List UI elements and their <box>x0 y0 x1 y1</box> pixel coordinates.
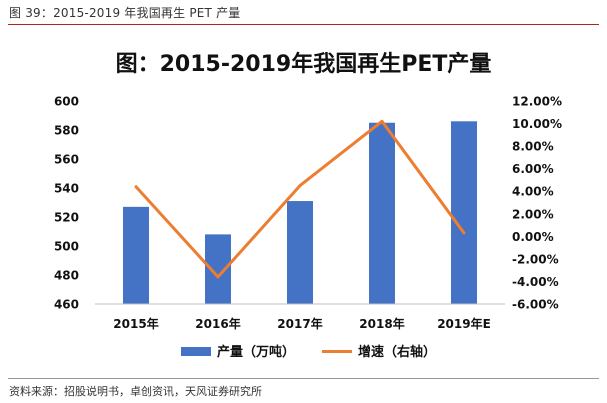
bar-3 <box>369 122 395 304</box>
legend-line-label: 增速（右轴） <box>358 344 436 360</box>
left-tick-label: 500 <box>54 240 79 254</box>
left-tick-label: 560 <box>54 153 79 167</box>
legend: 产量（万吨） 增速（右轴） <box>181 344 436 360</box>
x-tick-label: 2015年 <box>113 316 158 331</box>
right-tick-label: 2.00% <box>512 207 554 221</box>
source-note: 资料来源：招股说明书，卓创资讯，天风证券研究所 <box>9 385 262 398</box>
left-tick-label: 540 <box>54 182 79 196</box>
x-tick-label: 2018年 <box>359 316 404 331</box>
caption-divider <box>8 24 599 25</box>
x-tick-label: 2019年E <box>437 316 491 331</box>
right-tick-label: -4.00% <box>512 275 559 289</box>
left-axis-ticks: 600 580 560 540 520 500 480 460 <box>54 95 79 312</box>
right-axis-ticks: 12.00% 10.00% 8.00% 6.00% 4.00% 2.00% 0.00% -2.… <box>512 95 562 312</box>
left-tick-label: 580 <box>54 124 79 138</box>
bar-1 <box>205 234 231 304</box>
right-tick-label: 6.00% <box>512 162 554 176</box>
right-tick-label: -6.00% <box>512 298 559 312</box>
right-tick-label: 12.00% <box>512 95 562 109</box>
footer-divider <box>8 378 599 379</box>
right-tick-label: 8.00% <box>512 140 554 154</box>
x-axis-ticks: 2015年 2016年 2017年 2018年 2019年E <box>113 316 491 331</box>
bar-4 <box>451 121 477 304</box>
x-tick-label: 2016年 <box>195 316 240 331</box>
bars-layer <box>123 121 477 304</box>
left-tick-label: 460 <box>54 298 79 312</box>
line-layer <box>134 119 466 279</box>
chart-title: 图：2015-2019年我国再生PET产量 <box>115 52 492 77</box>
right-tick-label: 0.00% <box>512 230 554 244</box>
right-tick-label: -2.00% <box>512 252 559 266</box>
right-tick-label: 10.00% <box>512 117 562 131</box>
right-tick-label: 4.00% <box>512 185 554 199</box>
left-tick-label: 520 <box>54 211 79 225</box>
bar-2 <box>287 201 313 304</box>
left-tick-label: 600 <box>54 95 79 109</box>
legend-bar-label: 产量（万吨） <box>217 344 295 360</box>
x-tick-label: 2017年 <box>277 316 322 331</box>
bar-0 <box>123 206 149 304</box>
legend-bar-swatch <box>181 347 211 356</box>
figure-caption: 图 39：2015-2019 年我国再生 PET 产量 <box>9 6 241 20</box>
left-tick-label: 480 <box>54 269 79 283</box>
